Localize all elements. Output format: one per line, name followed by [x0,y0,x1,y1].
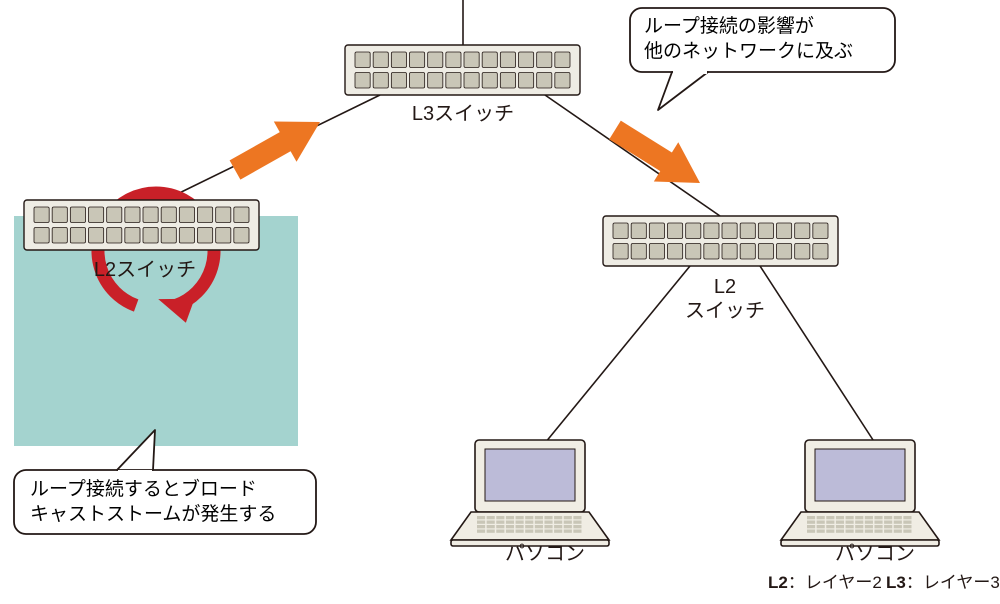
l3-switch [345,45,580,95]
diagram-canvas: ループ接続の影響が他のネットワークに及ぶループ接続するとブロードキャストストーム… [0,0,1000,604]
l2-switch-right-label-1: L2 [714,276,736,298]
laptop-right [781,440,939,546]
l3-switch-label: L3スイッチ [412,103,514,125]
callout-text: 他のネットワークに及ぶ [644,40,853,62]
l2-switch-right-label-2: スイッチ [685,300,765,322]
callout-text: ループ接続するとブロード [30,477,257,500]
legend-item: L3：レイヤー3 [886,573,1000,592]
laptop-right-label: パソコン [835,543,915,565]
laptop-left [451,440,609,546]
callout-text: ループ接続の影響が [644,15,814,37]
impact-arrows [230,121,700,183]
legend: L2：レイヤー2L3：レイヤー3 [768,573,1000,592]
legend-item: L2：レイヤー2 [768,573,882,592]
l2-switch-right [603,216,838,266]
laptop-left-label: パソコン [505,543,585,565]
callout-impact: ループ接続の影響が他のネットワークに及ぶ [630,8,895,110]
l2-switch-left [24,200,259,250]
callout-text: キャストストームが発生する [30,503,276,525]
l2-switch-left-label: L2スイッチ [94,259,196,281]
